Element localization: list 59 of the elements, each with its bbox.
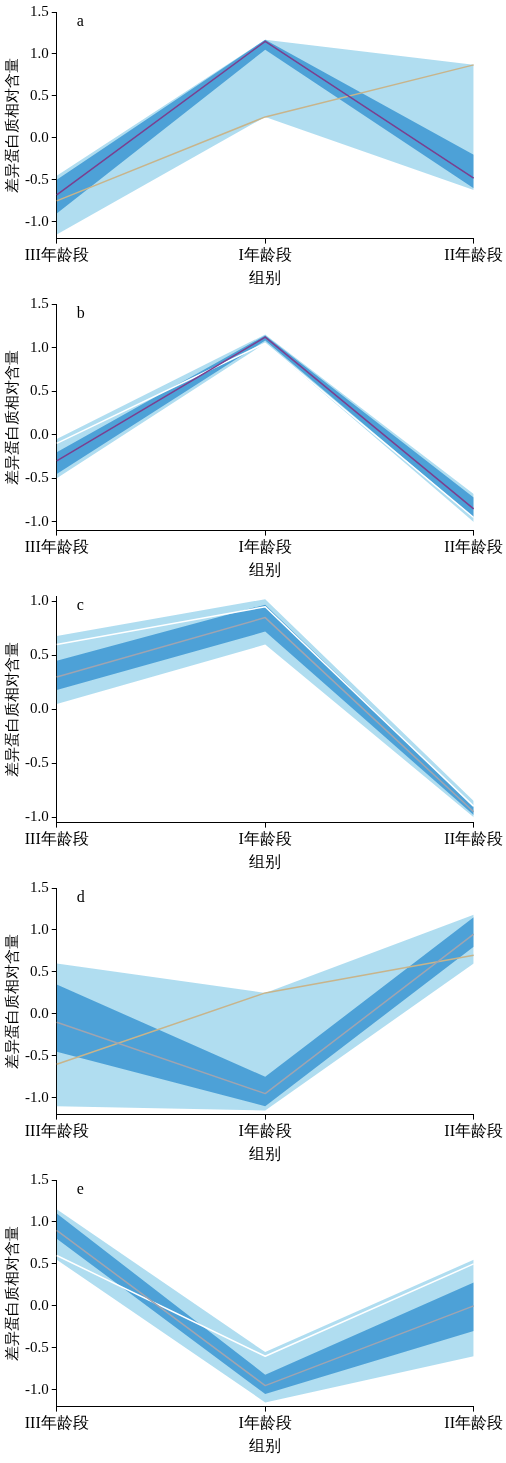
- x-axis-title: 组别: [249, 268, 282, 286]
- y-tick-label: -1.0: [25, 212, 49, 229]
- x-axis-title: 组别: [249, 560, 282, 578]
- y-tick-label: -1.0: [25, 1088, 49, 1105]
- x-tick-label: III年龄段: [24, 246, 89, 264]
- y-tick-label: -0.5: [25, 754, 49, 771]
- x-axis-title: 组别: [249, 1144, 282, 1162]
- y-tick-label: 0.5: [30, 382, 49, 399]
- y-axis-title: 差异蛋白质相对含量: [3, 57, 20, 193]
- y-tick-label: 0.0: [30, 425, 49, 442]
- y-axis-title: 差异蛋白质相对含量: [3, 641, 20, 777]
- y-tick-label: 0.0: [30, 1296, 49, 1313]
- x-tick-label: III年龄段: [24, 1414, 89, 1432]
- y-tick-label: -0.5: [25, 469, 49, 486]
- x-tick-label: II年龄段: [444, 830, 503, 848]
- y-tick-label: -0.5: [25, 1338, 49, 1355]
- x-tick-label: I年龄段: [238, 1414, 292, 1432]
- y-tick-label: 1.0: [30, 338, 49, 355]
- y-tick-label: 0.5: [30, 1254, 49, 1271]
- x-tick-label: I年龄段: [238, 246, 292, 264]
- y-tick-label: 0.5: [30, 86, 49, 103]
- y-tick-label: 0.5: [30, 962, 49, 979]
- x-tick-label: II年龄段: [444, 1122, 503, 1140]
- y-tick-label: -0.5: [25, 170, 49, 187]
- x-tick-label: III年龄段: [24, 830, 89, 848]
- chart-title: c: [76, 596, 84, 614]
- y-axis-title: 差异蛋白质相对含量: [3, 349, 20, 485]
- y-tick-label: 1.5: [30, 2, 49, 19]
- x-tick-label: II年龄段: [444, 538, 503, 556]
- x-tick-label: I年龄段: [238, 830, 292, 848]
- y-tick-label: 0.0: [30, 700, 49, 717]
- x-axis-title: 组别: [249, 1436, 282, 1454]
- y-tick-label: 1.5: [30, 294, 49, 311]
- y-tick-label: 1.0: [30, 44, 49, 61]
- x-tick-label: III年龄段: [24, 538, 89, 556]
- chart-title: e: [76, 1180, 84, 1198]
- x-tick-label: II年龄段: [444, 246, 503, 264]
- y-axis-title: 差异蛋白质相对含量: [3, 933, 20, 1069]
- y-tick-label: 1.0: [30, 920, 49, 937]
- x-tick-label: I年龄段: [238, 538, 292, 556]
- y-tick-label: -1.0: [25, 1380, 49, 1397]
- y-tick-label: 1.0: [30, 1212, 49, 1229]
- chart-title: a: [76, 12, 84, 30]
- x-axis-title: 组别: [249, 852, 282, 870]
- y-tick-label: 0.0: [30, 128, 49, 145]
- chart-title: b: [76, 304, 85, 322]
- y-tick-label: 0.5: [30, 646, 49, 663]
- x-tick-label: III年龄段: [24, 1122, 89, 1140]
- y-tick-label: -1.0: [25, 808, 49, 825]
- y-tick-label: -0.5: [25, 1046, 49, 1063]
- y-tick-label: 1.5: [30, 878, 49, 895]
- y-tick-label: 1.5: [30, 1170, 49, 1187]
- y-tick-label: 0.0: [30, 1004, 49, 1021]
- y-tick-label: -1.0: [25, 512, 49, 529]
- y-tick-label: 1.0: [30, 592, 49, 609]
- x-tick-label: I年龄段: [238, 1122, 292, 1140]
- chart-title: d: [76, 888, 85, 906]
- x-tick-label: II年龄段: [444, 1414, 503, 1432]
- y-axis-title: 差异蛋白质相对含量: [3, 1225, 20, 1361]
